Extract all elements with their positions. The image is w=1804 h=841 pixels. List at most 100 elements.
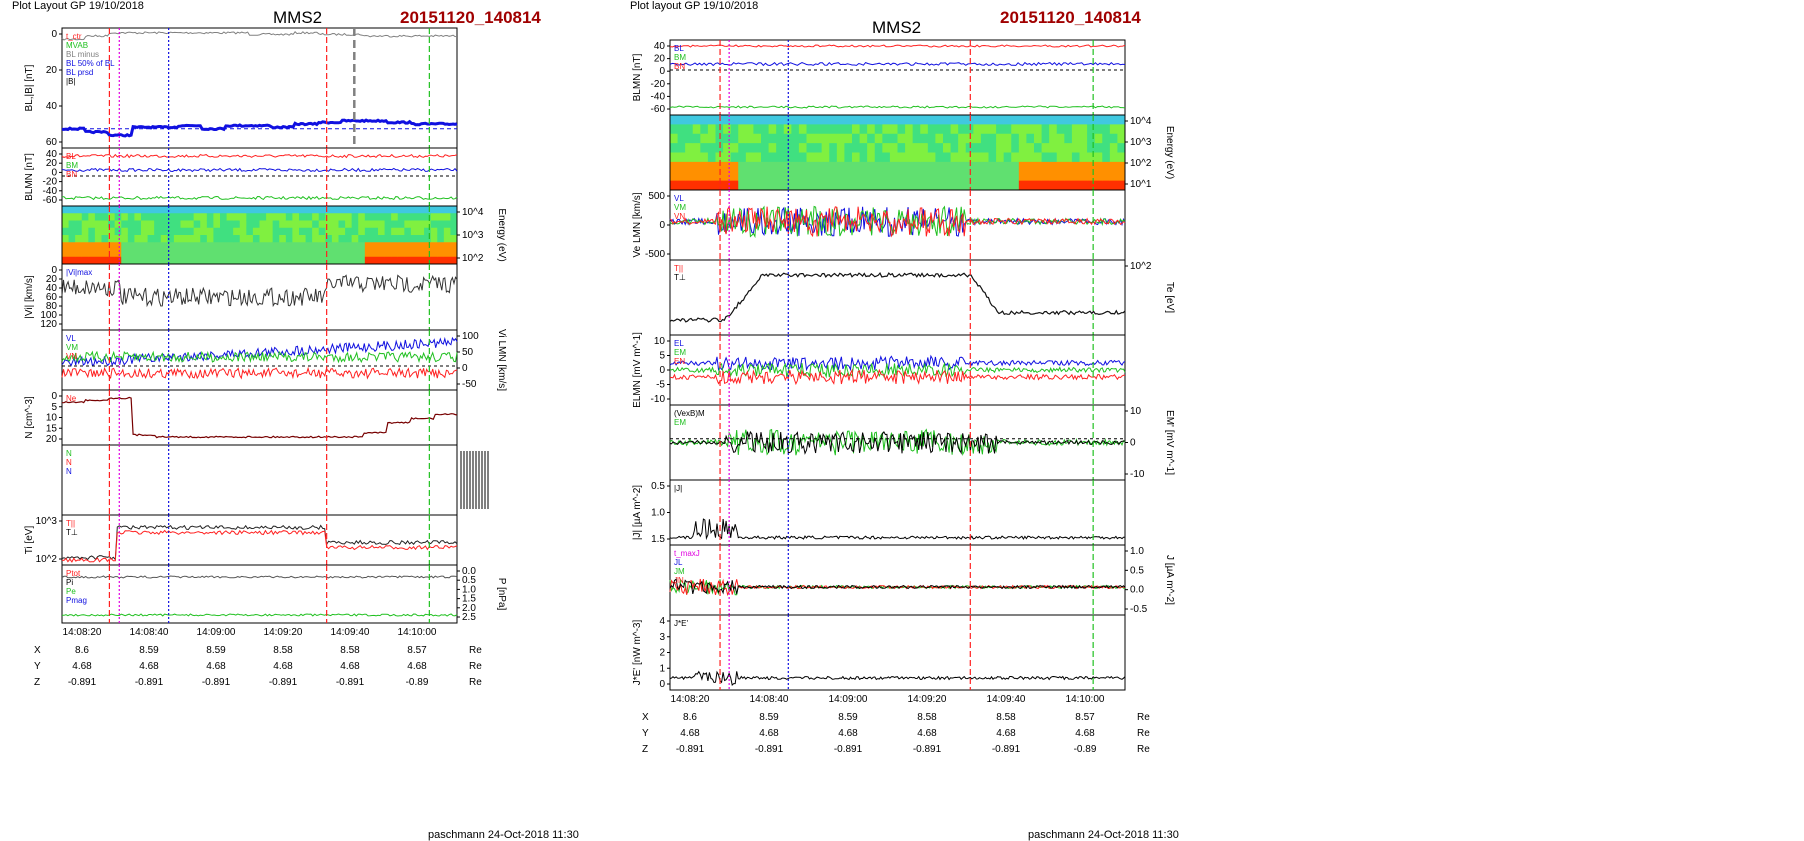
right-spectrogram-cell — [707, 124, 716, 135]
left-legend: Pi — [66, 578, 73, 587]
right-spectrogram-cell — [1026, 115, 1035, 125]
right-coord-unit: Re — [1137, 728, 1150, 739]
left-spectrogram-cell — [279, 242, 287, 250]
left-spectrogram-cell — [220, 213, 228, 221]
right-spectrogram-cell — [988, 171, 997, 182]
left-spectrogram-cell — [233, 249, 241, 258]
left-spectrogram-cell — [180, 235, 188, 243]
left-spectrogram-cell — [108, 235, 116, 243]
right-spectrogram-cell — [677, 133, 686, 144]
right-spectrogram-cell — [738, 124, 747, 135]
left-spectrogram-cell — [259, 242, 267, 250]
right-panel-8-ytick-label: 0.0 — [1130, 585, 1144, 596]
right-spectrogram-cell — [889, 124, 898, 135]
left-spectrogram-cell — [417, 235, 425, 243]
right-spectrogram-cell — [852, 143, 861, 153]
left-spectrogram-cell — [200, 213, 208, 221]
left-spectrogram-cell — [200, 242, 208, 250]
right-spectrogram-cell — [1102, 143, 1111, 153]
left-panel-6-ytick-label: 10 — [46, 413, 58, 424]
right-spectrogram-cell — [761, 115, 770, 125]
left-panel-7-frame — [61, 444, 458, 516]
left-coord-Y: 4.68 — [273, 661, 293, 672]
right-spectrogram-cell — [829, 152, 838, 163]
right-spectrogram-cell — [905, 143, 914, 153]
right-spectrogram-cell — [761, 124, 770, 135]
left-spectrogram-cell — [173, 213, 181, 221]
left-spectrogram-cell — [364, 227, 372, 236]
left-spectrogram-cell — [114, 256, 122, 265]
right-spectrogram-cell — [761, 143, 770, 153]
right-spectrogram-cell — [1034, 161, 1043, 172]
right-spectrogram-cell — [745, 152, 754, 163]
left-spectrogram-cell — [437, 227, 445, 236]
right-spectrogram-cell — [745, 143, 754, 153]
right-spectrogram-cell — [1117, 143, 1126, 153]
left-spectrogram-cell — [450, 242, 458, 250]
left-spectrogram-cell — [424, 256, 432, 265]
left-event-id: 20151120_140814 — [400, 8, 541, 27]
right-spectrogram-cell — [1056, 161, 1065, 172]
right-spectrogram-cell — [905, 115, 914, 125]
right-spectrogram-cell — [927, 152, 936, 163]
left-spectrogram-cell — [101, 206, 109, 214]
left-spectrogram-cell — [371, 206, 379, 214]
left-spectrogram-cell — [127, 249, 135, 258]
left-spectrogram-cell — [351, 220, 359, 229]
right-spectrogram-cell — [897, 180, 906, 191]
right-panel-4-frame — [669, 259, 1126, 336]
right-spectrogram-cell — [753, 171, 762, 182]
right-spectrogram-cell — [1071, 171, 1080, 182]
left-BM-line — [61, 167, 458, 173]
right-spectrogram-cell — [844, 180, 853, 191]
right-legend: (VexB)M — [674, 409, 705, 418]
right-spectrogram-cell — [852, 124, 861, 135]
right-spectrogram-cell — [798, 133, 807, 144]
left-spectrogram-cell — [173, 235, 181, 243]
right-spectrogram-cell — [821, 133, 830, 144]
right-spectrogram-cell — [950, 180, 959, 191]
left-spectrogram-cell — [154, 227, 162, 236]
right-panel-3-ytick-label: 500 — [648, 191, 665, 202]
right-spectrogram-cell — [935, 152, 944, 163]
left-spectrogram-cell — [443, 249, 451, 258]
left-spectrogram-cell — [180, 206, 188, 214]
right-spectrogram-cell — [973, 124, 982, 135]
right-spectrogram-cell — [836, 143, 845, 153]
right-spectrogram-cell — [836, 115, 845, 125]
left-spectrogram-cell — [351, 206, 359, 214]
left-spectrogram-cell — [378, 213, 386, 221]
left-spectrogram-cell — [417, 220, 425, 229]
left-spectrogram-cell — [173, 220, 181, 229]
right-spectrogram-cell — [958, 124, 967, 135]
right-spectrogram-cell — [1071, 124, 1080, 135]
right-spectrogram-cell — [745, 171, 754, 182]
left-spectrogram-cell — [397, 213, 405, 221]
left-spectrogram-cell — [200, 206, 208, 214]
right-spectrogram-cell — [927, 161, 936, 172]
left-panel-1-ytick-label: 60 — [46, 137, 58, 148]
left-spectrogram-cell — [292, 242, 300, 250]
right-spectrogram-cell — [776, 180, 785, 191]
right-legend: EM — [674, 348, 686, 357]
left-panel-3-ytick-label: 10^4 — [462, 207, 484, 218]
left-panel-9-ytick-label: 2.5 — [462, 612, 476, 623]
left-legend: VM — [66, 343, 78, 352]
right-coord-unit: Re — [1137, 744, 1150, 755]
right-spectrogram-cell — [776, 152, 785, 163]
left-spectrogram-cell — [154, 206, 162, 214]
right-spectrogram-cell — [988, 143, 997, 153]
left-spectrogram-cell — [108, 213, 116, 221]
left-spectrogram-cell — [187, 256, 195, 265]
right-spectrogram-cell — [889, 133, 898, 144]
right-spectrogram-cell — [829, 133, 838, 144]
right-spectrogram-cell — [988, 180, 997, 191]
left-panel-1-ytick-label: 40 — [46, 101, 58, 112]
left-spectrogram-cell — [272, 206, 280, 214]
left-spectrogram-cell — [75, 220, 83, 229]
left-spectrogram-cell — [318, 235, 326, 243]
right-coord-name: Y — [642, 728, 649, 739]
left-spectrogram-cell — [246, 249, 254, 258]
right-spectrogram-cell — [723, 161, 732, 172]
right-spectrogram-cell — [836, 152, 845, 163]
